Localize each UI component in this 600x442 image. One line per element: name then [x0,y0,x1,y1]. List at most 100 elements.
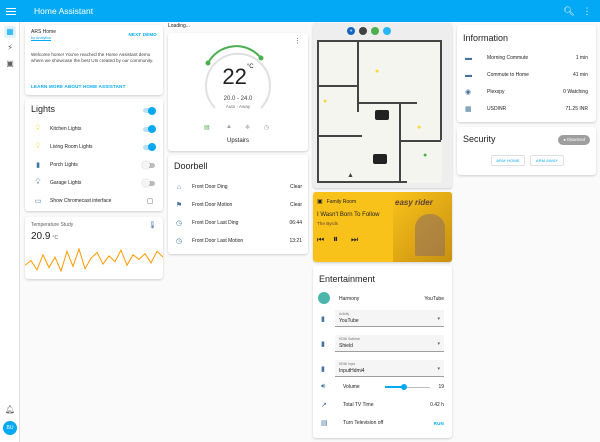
eye-icon: ◉ [465,89,472,96]
arm-home-button[interactable]: ARM HOME [491,155,525,166]
thermostat-marker[interactable] [373,154,387,164]
wall [317,135,362,137]
map-icon[interactable]: ▣ [6,59,14,68]
wall [399,102,401,182]
wall [317,40,319,183]
arm-away-button[interactable]: ARM AWAY [530,155,564,166]
temperature-title: Temperature Study [31,222,74,228]
light-row: 💡︎ Garage Lights [33,177,155,189]
user-avatar[interactable]: BU [3,421,17,435]
doorbell-label: Front Door Last Ding [192,220,239,226]
hdmi-input-value: InputHdmi4 [339,368,365,374]
doorbell-row[interactable]: ⚑ Front Door Motion Clear [174,199,302,211]
garage-lights-toggle[interactable] [142,179,155,187]
thermostat-unit: °C [246,64,254,70]
camera-icon[interactable] [359,27,367,35]
harmony-value: YouTube [424,296,444,302]
temperature-card[interactable]: Temperature Study 🌡︎ 20.9 °C [25,217,163,279]
garden-icon[interactable] [371,27,379,35]
bulb-icon[interactable]: ● [375,68,380,75]
lights-card: Lights 💡︎ Kitchen Lights 💡︎ Living Room … [25,99,163,211]
speaker-icon: ▣ [317,199,323,205]
water-icon[interactable] [383,27,391,35]
wall [317,40,442,42]
lights-master-toggle[interactable] [143,106,156,115]
info-row[interactable]: ▦ USDINR 71.25 INR [465,103,588,115]
overview-icon[interactable]: ▦ [4,26,16,38]
doorbell-value: 06:44 [289,220,302,226]
menu-icon[interactable] [6,6,16,16]
kitchen-lights-toggle[interactable] [143,125,156,133]
living-room-lights-toggle[interactable] [143,143,156,151]
floorplan-card[interactable]: ☀︎ ● ● ● ● ▲ [313,23,452,188]
run-button[interactable]: RUN [433,420,444,426]
plant-icon[interactable]: ● [423,152,428,159]
lights-title: Lights [31,104,56,114]
remote-icon: ▮ [321,341,325,348]
energy-icon[interactable]: ⚡︎ [7,43,13,52]
activity-select[interactable]: Activity YouTube ▾ [335,310,444,327]
doorbell-value: 13:21 [289,238,302,244]
auto-icon[interactable]: ◷ [264,125,270,131]
bulb-icon: 💡︎ [35,143,41,150]
light-label: Porch Lights [50,162,78,168]
welcome-subtitle[interactable]: by Analytics [31,36,52,40]
calendar-icon[interactable]: ▤ [204,125,210,131]
hdmi-input-select[interactable]: HDMI Input InputHdmi4 ▾ [335,360,444,377]
clock-icon: ◷ [175,220,183,227]
light-label: Living Room Lights [50,144,93,150]
wall [317,181,407,183]
volume-slider[interactable] [385,381,431,393]
thermostat-dial[interactable] [168,33,308,143]
doorbell-row[interactable]: ⌂ Front Door Ding Clear [174,181,302,193]
thermostat-marker[interactable] [375,110,389,120]
harmony-avatar [318,292,330,304]
info-row[interactable]: ◉ Plexspy 0 Watching [465,86,588,98]
volume-knob[interactable] [401,384,408,390]
doorbell-title: Doorbell [174,161,208,171]
doorbell-label: Front Door Motion [192,202,233,208]
notifications-icon[interactable]: 🔔︎ [4,405,16,414]
bulb-icon[interactable]: ● [417,124,422,131]
entertainment-title: Entertainment [319,274,376,284]
weather-icon[interactable]: ☀︎ [347,27,355,35]
info-label: Plexspy [487,89,505,95]
cast-icon[interactable]: ▢ [146,198,154,205]
welcome-text: Welcome home! You've reached the Home As… [31,52,154,64]
doorbell-row[interactable]: ◷ Front Door Last Ding 06:44 [174,217,302,229]
light-label: Garage Lights [50,180,82,186]
snowflake-icon[interactable]: ❄︎ [245,125,251,131]
tv-time-row: ↗ Total TV Time 0.42 h [321,399,444,411]
hdmi-switcher-select[interactable]: HDMI Switcher Shield ▾ [335,335,444,352]
next-demo-button[interactable]: NEXT DEMO [128,32,157,37]
volume-track [385,386,431,388]
activity-value: YouTube [339,318,359,324]
thermostat-temp-value: 22 [222,64,247,89]
bulb-icon[interactable]: ● [323,98,328,105]
info-row[interactable]: ▬ Commute to Home 41 min [465,69,588,81]
flame-icon[interactable]: ▲ [226,124,232,130]
welcome-title: ARS Home [31,29,57,35]
previous-track-icon[interactable]: ⏮︎ [317,235,325,244]
dial-high-handle [258,55,264,61]
dropdown-icon: ▾ [437,341,440,347]
light-row: ▭ Show Chromecast interface ▢ [33,195,155,207]
info-value: 0 Watching [563,89,588,95]
hdmi-value: Shield [339,343,353,349]
more-vert-icon[interactable]: ⋮ [294,38,301,45]
motion-sensor-icon[interactable]: ▲ [347,172,354,179]
home-icon: ⌂ [176,183,182,191]
hdmi-caption: HDMI Switcher [339,337,361,341]
pause-icon[interactable]: ⏸︎ [333,234,338,245]
learn-more-link[interactable]: LEARN MORE ABOUT HOME ASSISTANT [31,84,126,89]
info-row[interactable]: ▬ Morning Commute 1 min [465,52,588,64]
dropdown-icon: ▾ [437,366,440,372]
doorbell-label: Front Door Ding [192,184,228,190]
doorbell-row[interactable]: ◷ Front Door Last Motion 13:21 [174,235,302,247]
search-icon[interactable]: 🔍︎ [563,6,575,16]
wall [317,85,357,87]
next-track-icon[interactable]: ⏭︎ [351,235,359,244]
porch-lights-toggle[interactable] [142,161,155,169]
security-status: Disarmed [567,137,585,142]
more-vert-icon[interactable]: ⋮ [582,6,592,16]
